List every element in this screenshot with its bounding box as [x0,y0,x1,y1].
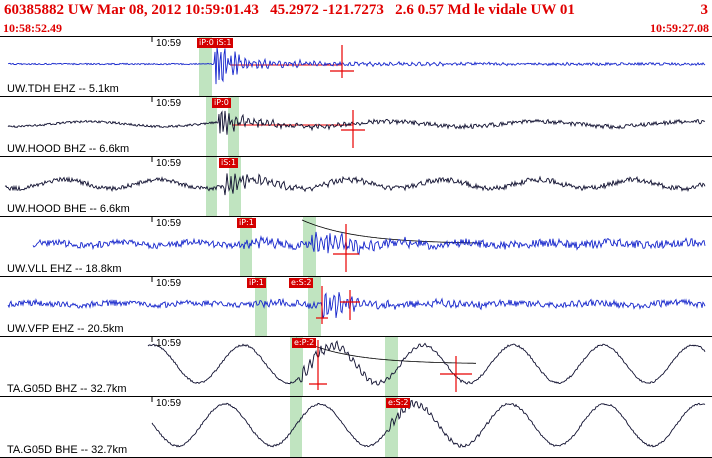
seismogram-trace [147,340,706,386]
station-label: UW.VLL EHZ -- 18.8km [7,263,122,275]
trace-area[interactable]: 10:59 iP:0 iS:1 UW.TDH EHZ -- 5.1km 10:59 iP… [0,36,712,458]
station-label: UW.HOOD BHE -- 6.6km [7,203,130,215]
seismogram-trace [7,46,706,85]
trace-panel-6[interactable]: 10:59 e:P:2 TA.G05D BHZ -- 32.7km [0,337,712,397]
waveform-plot [7,277,706,336]
window-start-time: 10:58:52.49 [3,21,62,35]
station-label: UW.TDH EHZ -- 5.1km [7,83,119,95]
pick-window-band [206,97,217,156]
pick-window-band [228,97,239,156]
window-end-time: 10:59:27.08 [650,21,709,35]
pick-window-band [255,277,267,336]
minute-label: 10:59 [156,38,182,49]
minute-label: 10:59 [156,338,182,349]
minute-label: 10:59 [156,398,182,409]
waveform-plot [151,397,706,457]
pick-window-band [290,337,303,396]
station-label: UW.VFP EHZ -- 20.5km [7,323,124,335]
pick-window-band [206,157,217,216]
phase-pick-flag[interactable]: e:P:2 [292,338,317,348]
event-header: 60385882 UW Mar 08, 2012 10:59:01.43 45.… [0,0,712,21]
phase-pick-flag[interactable]: iP:0 iS:1 [197,38,234,48]
waveform-plot [7,97,706,156]
trace-panel-5[interactable]: 10:59 iP:1 e:S:2 UW.VFP EHZ -- 20.5km [0,277,712,337]
phase-pick-flag[interactable]: e:S:2 [289,278,314,288]
pick-window-band [199,37,212,96]
phase-pick-flag[interactable]: iP:0 [212,98,231,108]
minute-label: 10:59 [156,158,182,169]
minute-label: 10:59 [156,278,182,289]
phase-pick-flag[interactable]: e:S:2 [386,398,411,408]
pick-window-band [303,217,316,276]
seismogram-trace [7,110,706,135]
seismogram-trace [151,399,706,448]
minute-label: 10:59 [156,218,182,229]
station-label: UW.HOOD BHZ -- 6.6km [7,143,130,155]
waveform-plot [147,337,706,396]
phase-pick-flag[interactable]: iP:1 [237,218,256,228]
trace-panel-3[interactable]: 10:59 iS:1 UW.HOOD BHE -- 6.6km [0,157,712,217]
trace-panel-2[interactable]: 10:59 iP:0 UW.HOOD BHZ -- 6.6km [0,97,712,157]
waveform-plot [4,157,706,216]
seismogram-trace [7,292,706,319]
trace-count: 3 [700,2,709,18]
pick-window-band [240,217,252,276]
pick-window-band [290,397,302,457]
pick-window-band [385,397,398,457]
trace-panel-1[interactable]: 10:59 iP:0 iS:1 UW.TDH EHZ -- 5.1km [0,37,712,97]
pick-window-band [308,277,321,336]
minute-label: 10:59 [156,98,182,109]
seismogram-trace [4,173,706,196]
time-window-bar: 10:58:52.49 10:59:27.08 [0,21,712,36]
event-summary: 60385882 UW Mar 08, 2012 10:59:01.43 45.… [4,2,575,18]
pick-window-band [229,157,241,216]
station-label: TA.G05D BHZ -- 32.7km [7,383,127,395]
phase-pick-flag[interactable]: iP:1 [247,278,266,288]
trace-panel-4[interactable]: 10:59 iP:1 UW.VLL EHZ -- 18.8km [0,217,712,277]
waveform-plot [32,217,706,276]
waveform-plot [7,37,706,96]
coda-decay-curve [295,337,476,364]
phase-pick-flag[interactable]: iS:1 [219,158,239,168]
seismogram-trace [32,231,706,256]
trace-panel-7[interactable]: 10:59 e:S:2 TA.G05D BHE -- 32.7km [0,397,712,458]
station-label: TA.G05D BHE -- 32.7km [7,444,128,456]
pick-window-band [385,337,398,396]
